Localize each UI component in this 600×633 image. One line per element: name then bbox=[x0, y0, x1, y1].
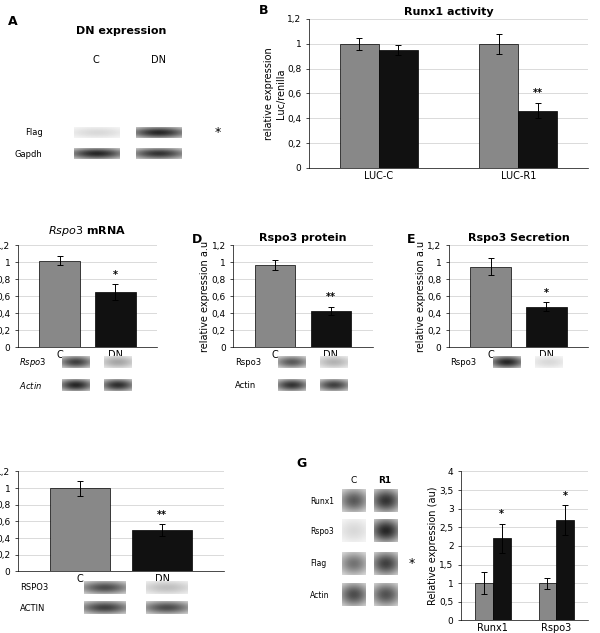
Text: Runx1: Runx1 bbox=[310, 497, 334, 506]
Bar bbox=[493, 539, 511, 620]
Text: R1: R1 bbox=[379, 476, 392, 485]
Text: Actin: Actin bbox=[235, 380, 256, 389]
Text: D: D bbox=[192, 233, 202, 246]
Text: Actin: Actin bbox=[310, 591, 329, 599]
Y-axis label: Relative expression (au): Relative expression (au) bbox=[428, 487, 438, 605]
Bar bbox=[255, 265, 295, 348]
Text: Rspo3: Rspo3 bbox=[451, 358, 476, 367]
Y-axis label: relative expression a.u: relative expression a.u bbox=[200, 241, 210, 352]
Bar bbox=[475, 583, 493, 620]
Text: *: * bbox=[563, 491, 568, 501]
Text: *: * bbox=[215, 126, 221, 139]
Text: C: C bbox=[350, 476, 356, 485]
Y-axis label: relative expression a.u: relative expression a.u bbox=[416, 241, 425, 352]
Title: Rspo3 protein: Rspo3 protein bbox=[259, 233, 347, 243]
Bar bbox=[526, 306, 566, 348]
Text: *: * bbox=[113, 270, 118, 280]
Bar bbox=[340, 44, 379, 168]
Bar bbox=[518, 111, 557, 168]
Bar bbox=[479, 44, 518, 168]
Text: Rspo3: Rspo3 bbox=[310, 527, 334, 536]
Title: Rspo3 Secretion: Rspo3 Secretion bbox=[467, 233, 569, 243]
Bar bbox=[133, 530, 193, 572]
Title: Runx1 activity: Runx1 activity bbox=[404, 7, 493, 17]
Y-axis label: relative expression
Luc/renilla: relative expression Luc/renilla bbox=[264, 47, 286, 140]
Bar bbox=[556, 520, 574, 620]
Bar bbox=[95, 292, 136, 348]
Text: C: C bbox=[93, 54, 100, 65]
Text: Flag: Flag bbox=[310, 560, 326, 568]
Text: ACTIN: ACTIN bbox=[20, 604, 46, 613]
Text: $\it{Actin}$: $\it{Actin}$ bbox=[19, 380, 43, 391]
Text: $\it{Rspo3}$ mRNA: $\it{Rspo3}$ mRNA bbox=[49, 224, 127, 238]
Text: *: * bbox=[544, 288, 549, 298]
Text: Rspo3: Rspo3 bbox=[235, 358, 261, 367]
Bar bbox=[50, 488, 110, 572]
Bar bbox=[379, 50, 418, 168]
Text: Flag: Flag bbox=[25, 128, 43, 137]
Text: *: * bbox=[409, 557, 415, 570]
Text: **: ** bbox=[326, 292, 336, 303]
Text: Gapdh: Gapdh bbox=[15, 149, 43, 159]
Bar bbox=[40, 261, 80, 348]
Text: RSPO3: RSPO3 bbox=[20, 584, 49, 592]
Text: DN expression: DN expression bbox=[76, 26, 166, 36]
Text: $\it{Rspo3}$: $\it{Rspo3}$ bbox=[19, 356, 47, 368]
Text: A: A bbox=[8, 15, 17, 27]
Bar bbox=[470, 266, 511, 348]
Bar bbox=[539, 583, 556, 620]
Text: **: ** bbox=[533, 89, 543, 98]
Text: *: * bbox=[499, 509, 504, 519]
Text: B: B bbox=[259, 4, 268, 17]
Text: DN: DN bbox=[151, 54, 166, 65]
Text: **: ** bbox=[157, 510, 167, 520]
Bar bbox=[311, 311, 351, 348]
Text: E: E bbox=[407, 233, 416, 246]
Text: G: G bbox=[296, 456, 307, 470]
